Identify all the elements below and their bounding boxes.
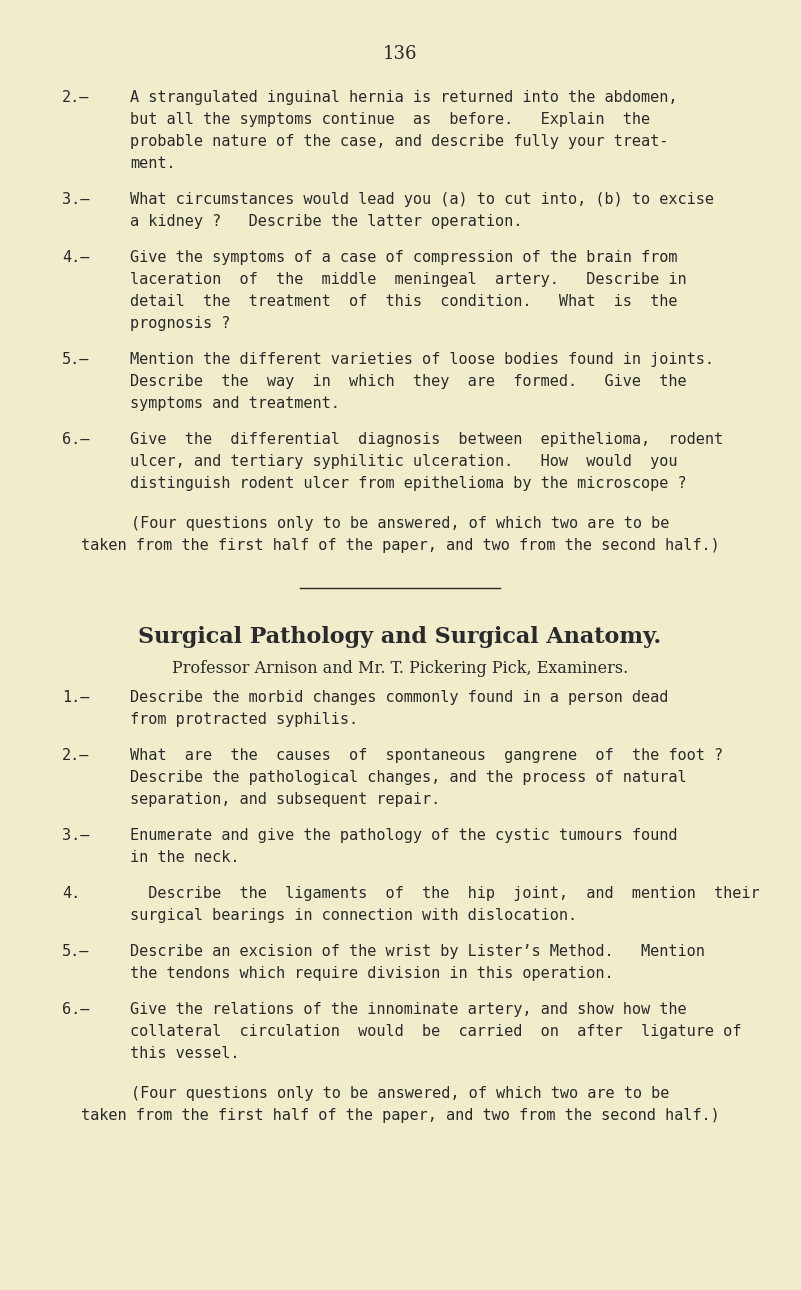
Text: ment.: ment.	[130, 156, 175, 172]
Text: detail  the  treatment  of  this  condition.   What  is  the: detail the treatment of this condition. …	[130, 294, 678, 310]
Text: Give the symptoms of a case of compression of the brain from: Give the symptoms of a case of compressi…	[130, 250, 678, 264]
Text: 4.—: 4.—	[62, 250, 90, 264]
Text: Describe  the  way  in  which  they  are  formed.   Give  the: Describe the way in which they are forme…	[130, 374, 686, 390]
Text: 5.—: 5.—	[62, 352, 90, 366]
Text: but all the symptoms continue  as  before.   Explain  the: but all the symptoms continue as before.…	[130, 112, 650, 126]
Text: Give the relations of the innominate artery, and show how the: Give the relations of the innominate art…	[130, 1002, 686, 1017]
Text: Professor Arnison and Mr. T. Pickering Pick, Examiners.: Professor Arnison and Mr. T. Pickering P…	[172, 660, 628, 677]
Text: Give  the  differential  diagnosis  between  epithelioma,  rodent: Give the differential diagnosis between …	[130, 432, 723, 448]
Text: 5.—: 5.—	[62, 944, 90, 958]
Text: probable nature of the case, and describe fully your treat-: probable nature of the case, and describ…	[130, 134, 668, 150]
Text: (Four questions only to be answered, of which two are to be: (Four questions only to be answered, of …	[131, 1086, 669, 1100]
Text: taken from the first half of the paper, and two from the second half.): taken from the first half of the paper, …	[81, 1108, 719, 1124]
Text: laceration  of  the  middle  meningeal  artery.   Describe in: laceration of the middle meningeal arter…	[130, 272, 686, 286]
Text: 3.—: 3.—	[62, 192, 90, 206]
Text: 3.—: 3.—	[62, 828, 90, 842]
Text: Mention the different varieties of loose bodies found in joints.: Mention the different varieties of loose…	[130, 352, 714, 366]
Text: 136: 136	[383, 45, 417, 63]
Text: prognosis ?: prognosis ?	[130, 316, 231, 332]
Text: 1.—: 1.—	[62, 690, 90, 706]
Text: Describe the pathological changes, and the process of natural: Describe the pathological changes, and t…	[130, 770, 686, 786]
Text: What circumstances would lead you (a) to cut into, (b) to excise: What circumstances would lead you (a) to…	[130, 192, 714, 206]
Text: Enumerate and give the pathology of the cystic tumours found: Enumerate and give the pathology of the …	[130, 828, 678, 842]
Text: distinguish rodent ulcer from epithelioma by the microscope ?: distinguish rodent ulcer from epitheliom…	[130, 476, 686, 491]
Text: ulcer, and tertiary syphilitic ulceration.   How  would  you: ulcer, and tertiary syphilitic ulceratio…	[130, 454, 678, 470]
Text: Describe the morbid changes commonly found in a person dead: Describe the morbid changes commonly fou…	[130, 690, 668, 706]
Text: symptoms and treatment.: symptoms and treatment.	[130, 396, 340, 412]
Text: in the neck.: in the neck.	[130, 850, 239, 866]
Text: a kidney ?   Describe the latter operation.: a kidney ? Describe the latter operation…	[130, 214, 522, 230]
Text: separation, and subsequent repair.: separation, and subsequent repair.	[130, 792, 441, 808]
Text: Surgical Pathology and Surgical Anatomy.: Surgical Pathology and Surgical Anatomy.	[139, 626, 662, 648]
Text: 6.—: 6.—	[62, 432, 90, 448]
Text: 2.—: 2.—	[62, 90, 90, 104]
Text: the tendons which require division in this operation.: the tendons which require division in th…	[130, 966, 614, 980]
Text: What  are  the  causes  of  spontaneous  gangrene  of  the foot ?: What are the causes of spontaneous gangr…	[130, 748, 723, 762]
Text: Describe  the  ligaments  of  the  hip  joint,  and  mention  their: Describe the ligaments of the hip joint,…	[130, 886, 759, 900]
Text: A strangulated inguinal hernia is returned into the abdomen,: A strangulated inguinal hernia is return…	[130, 90, 678, 104]
Text: (Four questions only to be answered, of which two are to be: (Four questions only to be answered, of …	[131, 516, 669, 531]
Text: 4.: 4.	[62, 886, 80, 900]
Text: 6.—: 6.—	[62, 1002, 90, 1017]
Text: 2.—: 2.—	[62, 748, 90, 762]
Text: taken from the first half of the paper, and two from the second half.): taken from the first half of the paper, …	[81, 538, 719, 553]
Text: surgical bearings in connection with dislocation.: surgical bearings in connection with dis…	[130, 908, 578, 924]
Text: this vessel.: this vessel.	[130, 1046, 239, 1060]
Text: from protracted syphilis.: from protracted syphilis.	[130, 712, 358, 728]
Text: collateral  circulation  would  be  carried  on  after  ligature of: collateral circulation would be carried …	[130, 1024, 742, 1038]
Text: Describe an excision of the wrist by Lister’s Method.   Mention: Describe an excision of the wrist by Lis…	[130, 944, 705, 958]
